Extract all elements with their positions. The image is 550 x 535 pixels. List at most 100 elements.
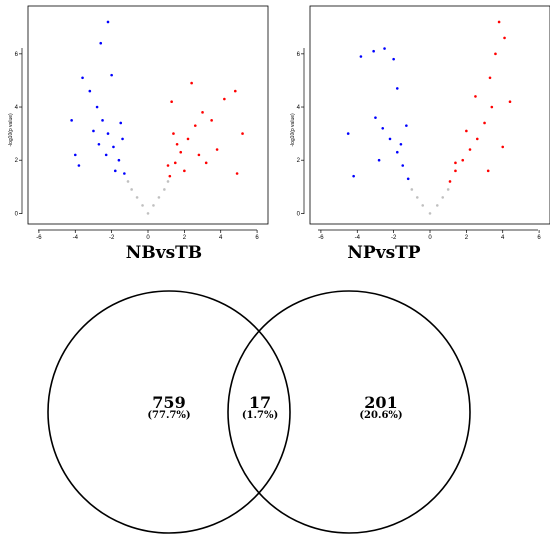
scatter-points [70, 20, 244, 215]
data-point [215, 148, 219, 151]
data-point [474, 95, 477, 98]
data-point [101, 119, 104, 122]
y-ticks: 0 2 4 6 [15, 52, 22, 217]
y-tick-label: 6 [297, 52, 301, 58]
data-point [201, 111, 204, 114]
data-point [173, 161, 177, 165]
x-ticks: -6 -4 -2 0 2 4 6 [36, 230, 259, 241]
data-point [70, 119, 73, 122]
data-point [172, 132, 175, 135]
data-point [104, 153, 108, 157]
data-point [508, 100, 512, 104]
data-point [119, 121, 123, 125]
data-point [410, 188, 414, 191]
data-point [383, 47, 386, 50]
data-point [193, 124, 197, 127]
data-point [95, 105, 99, 109]
data-point [421, 204, 425, 207]
data-point [179, 150, 183, 154]
data-point [483, 121, 486, 125]
x-tick-label: 4 [219, 235, 223, 241]
data-point [461, 158, 465, 162]
data-point [106, 20, 110, 24]
data-point [233, 89, 237, 93]
scatter-points [346, 20, 512, 215]
volcano-plot-npvstp: -log10(p value) -6 -4 -2 0 2 4 6 0 2 4 6 NPvsTP [290, 5, 550, 263]
data-point [163, 188, 166, 191]
data-point [388, 137, 392, 141]
panel-title: NPvsTP [347, 243, 420, 263]
data-point [441, 196, 445, 199]
data-point [170, 100, 173, 104]
data-point [372, 49, 375, 53]
data-point [204, 161, 208, 165]
data-point [401, 164, 405, 167]
data-point [130, 188, 133, 191]
data-point [241, 132, 244, 135]
data-point [223, 97, 226, 101]
y-tick-label: 4 [15, 105, 19, 111]
data-point [186, 137, 190, 141]
data-point [117, 158, 121, 162]
data-point [381, 126, 385, 130]
x-tick-label: -6 [36, 235, 42, 241]
data-point [501, 145, 505, 149]
data-point [377, 158, 381, 162]
data-point [146, 212, 150, 215]
plot-frame [309, 5, 550, 225]
x-tick-label: 0 [146, 235, 150, 241]
data-point [88, 89, 92, 93]
data-point [486, 169, 490, 173]
data-point [110, 73, 113, 77]
data-point [468, 148, 472, 151]
x-tick-label: 4 [501, 235, 505, 241]
data-point [415, 196, 419, 199]
data-point [448, 180, 452, 183]
data-point [152, 204, 155, 207]
data-point [123, 172, 126, 175]
data-point [106, 132, 110, 135]
venn-count-right: 201 [364, 393, 397, 412]
data-point [399, 142, 403, 146]
data-point [435, 204, 439, 207]
data-point [395, 150, 399, 154]
data-point [374, 116, 377, 119]
data-point [352, 174, 355, 178]
data-point [503, 36, 506, 40]
x-tick-label: -4 [73, 235, 79, 241]
data-point [135, 196, 139, 199]
data-point [175, 142, 179, 146]
y-tick-label: 0 [15, 211, 19, 217]
x-tick-label: -6 [318, 235, 324, 241]
data-point [183, 169, 186, 173]
venn-circle-nbvstb [47, 290, 291, 534]
data-point [454, 161, 457, 165]
data-point [346, 132, 350, 135]
y-ticks: 0 2 4 6 [297, 52, 304, 217]
data-point [113, 169, 117, 173]
data-point [166, 164, 170, 167]
data-point [92, 129, 95, 133]
data-point [121, 137, 124, 141]
data-point [454, 169, 457, 173]
venn-percent-right: (20.6%) [359, 410, 402, 421]
data-point [405, 124, 408, 127]
venn-percent-left: (77.7%) [147, 410, 190, 421]
data-point [475, 137, 479, 141]
data-point [197, 153, 201, 157]
data-point [235, 172, 239, 175]
data-point [446, 188, 450, 191]
data-point [99, 41, 103, 45]
data-point [465, 129, 468, 133]
venn-count-left: 759 [152, 393, 185, 412]
x-tick-label: -4 [355, 235, 361, 241]
data-point [190, 81, 193, 85]
data-point [359, 55, 363, 58]
y-tick-label: 2 [15, 158, 19, 164]
x-tick-label: 0 [428, 235, 432, 241]
data-point [126, 180, 130, 183]
data-point [488, 76, 492, 80]
data-point [141, 204, 144, 207]
y-axis-label: -log10(p value) [8, 113, 14, 147]
